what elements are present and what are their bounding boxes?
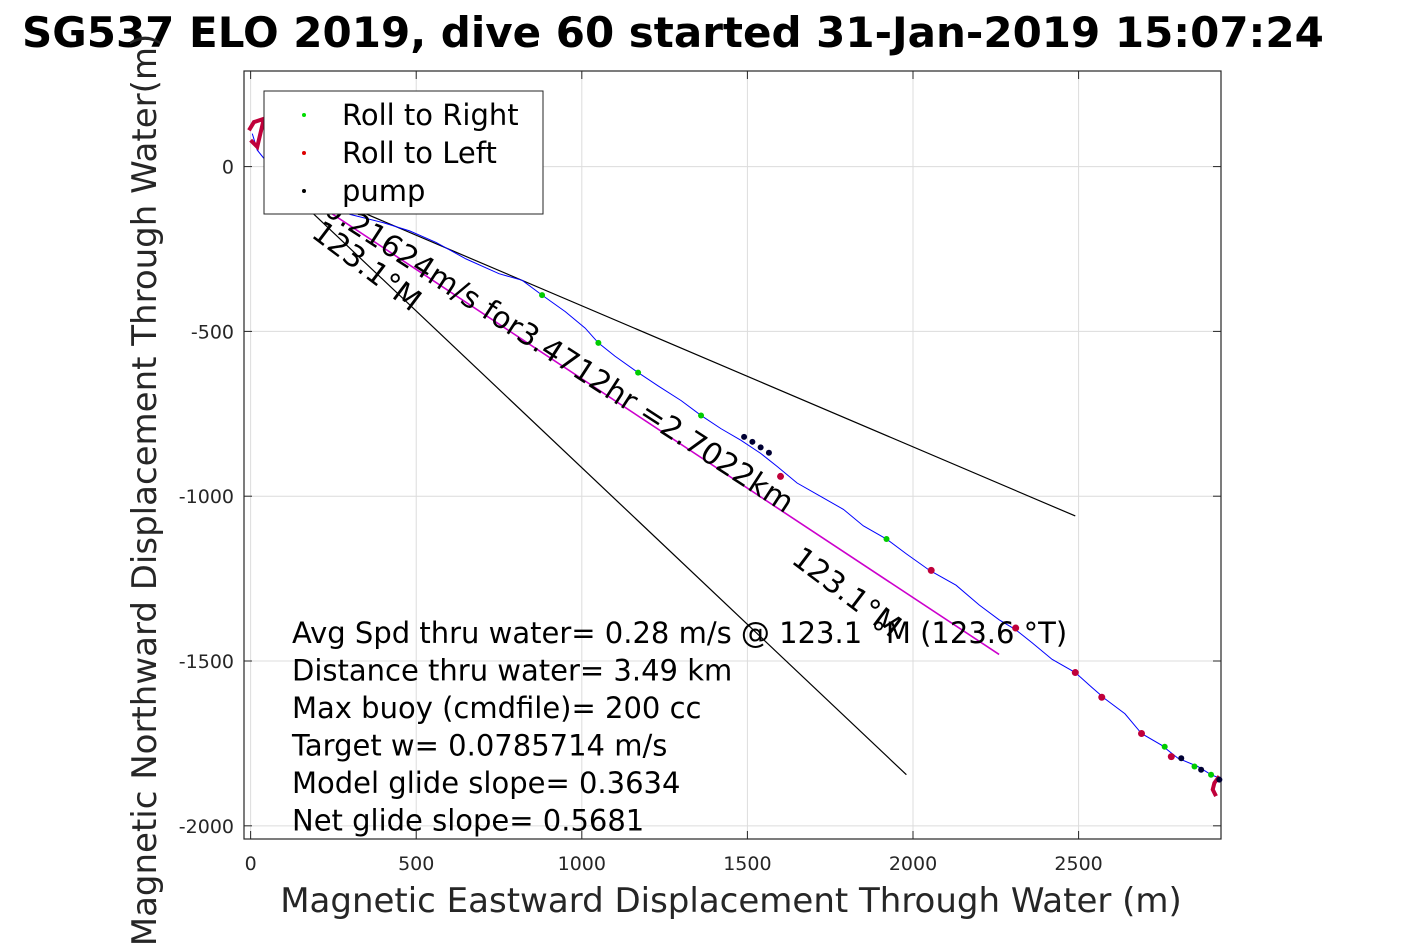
axis-ticks: 0 500 1000 1500 2000 2500 0 -500 -1000 -1500 -2000 bbox=[179, 71, 1221, 875]
stat-line: Distance thru water= 3.49 km bbox=[292, 654, 732, 688]
roll-left-point bbox=[1071, 669, 1079, 677]
upper-heading-line bbox=[270, 172, 1076, 517]
roll-right-point bbox=[539, 292, 546, 299]
pump-point bbox=[757, 444, 764, 451]
pump-point bbox=[1178, 755, 1185, 762]
reference-lines bbox=[270, 172, 1076, 776]
y-tick-label: -2000 bbox=[179, 816, 234, 838]
pump-point bbox=[741, 433, 748, 440]
y-tick-label: -1500 bbox=[179, 651, 234, 673]
stat-line: Avg Spd thru water= 0.28 m/s @ 123.1 °M … bbox=[292, 616, 1067, 650]
roll-right-point bbox=[1191, 763, 1198, 770]
pump-point bbox=[765, 449, 772, 456]
y-tick-label: -1000 bbox=[179, 486, 234, 508]
legend-entry-pump: pump bbox=[342, 174, 425, 208]
track-line bbox=[251, 133, 1220, 779]
stat-line: Max buoy (cmdfile)= 200 cc bbox=[292, 691, 701, 725]
stat-line: Target w= 0.0785714 m/s bbox=[291, 729, 667, 763]
roll-left-point bbox=[1098, 693, 1106, 701]
chart-title: SG537 ELO 2019, dive 60 started 31-Jan-2… bbox=[22, 8, 1324, 57]
legend-marker-roll-left bbox=[302, 151, 306, 155]
x-tick-label: 1000 bbox=[558, 853, 606, 875]
pump-point bbox=[1216, 776, 1223, 783]
legend-marker-roll-right bbox=[302, 113, 306, 117]
roll-left-point bbox=[1167, 753, 1175, 761]
legend-box bbox=[263, 90, 544, 215]
x-axis-label: Magnetic Eastward Displacement Through W… bbox=[280, 881, 1182, 921]
x-tick-label: 1500 bbox=[723, 853, 771, 875]
y-tick-label: 0 bbox=[222, 157, 234, 179]
roll-right-point bbox=[698, 412, 705, 419]
y-axis-label: Magnetic Northward Displacement Through … bbox=[125, 34, 165, 945]
event-points bbox=[539, 292, 1223, 783]
legend-marker-pump bbox=[302, 189, 306, 193]
legend-entry-roll-left: Roll to Left bbox=[342, 136, 497, 170]
roll-right-point bbox=[595, 339, 602, 346]
roll-left-point bbox=[1012, 624, 1020, 632]
x-tick-label: 500 bbox=[398, 853, 434, 875]
y-tick-label: -500 bbox=[191, 321, 234, 343]
start-loop bbox=[247, 115, 267, 151]
roll-right-point bbox=[1161, 743, 1168, 750]
roll-left-point bbox=[777, 472, 785, 480]
x-tick-label: 2000 bbox=[889, 853, 937, 875]
lower-heading-line bbox=[270, 172, 907, 776]
speed-annotation: 0.21624m/s for3.4712hr =2.7022km bbox=[318, 190, 800, 520]
pump-point bbox=[749, 438, 756, 445]
stat-line: Model glide slope= 0.3634 bbox=[292, 766, 680, 800]
net-displacement-line bbox=[270, 172, 1000, 656]
roll-left-point bbox=[927, 566, 935, 574]
pump-point bbox=[1198, 766, 1205, 773]
x-tick-label: 2500 bbox=[1054, 853, 1102, 875]
roll-right-point bbox=[1208, 771, 1215, 778]
plot-area bbox=[243, 70, 1222, 840]
roll-left-point bbox=[1138, 730, 1146, 738]
legend: Roll to Right Roll to Left pump bbox=[263, 90, 544, 215]
stat-line: Net glide slope= 0.5681 bbox=[292, 804, 644, 838]
roll-right-point bbox=[635, 369, 642, 376]
roll-right-point bbox=[883, 536, 890, 543]
stats-block: Avg Spd thru water= 0.28 m/s @ 123.1 °M … bbox=[291, 616, 1067, 838]
x-tick-label: 0 bbox=[245, 853, 257, 875]
legend-entry-roll-right: Roll to Right bbox=[342, 98, 519, 132]
